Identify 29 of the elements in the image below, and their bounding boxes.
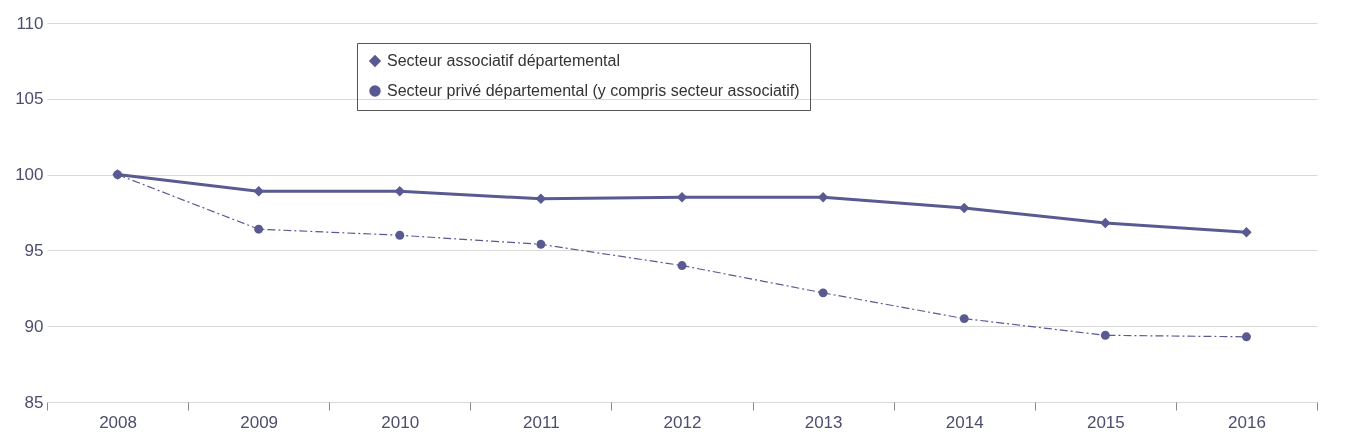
point <box>959 314 969 324</box>
y-tick-label: 90 <box>24 316 44 336</box>
point <box>395 230 405 240</box>
x-tick-label: 2015 <box>1086 412 1125 432</box>
legend-label: Secteur privé départemental (y compris secteur associatif) <box>387 82 800 99</box>
point <box>253 186 264 197</box>
y-tick-label: 95 <box>24 240 44 260</box>
point <box>818 288 828 298</box>
x-tick-label: 2008 <box>99 412 137 432</box>
y-tick-label: 85 <box>24 392 44 412</box>
point <box>1241 332 1251 342</box>
point <box>254 224 264 234</box>
legend-label: Secteur associatif départemental <box>387 52 621 69</box>
point <box>677 261 687 271</box>
x-tick-label: 2014 <box>945 412 984 432</box>
point <box>536 239 546 249</box>
y-tick-label: 110 <box>16 13 44 33</box>
point <box>1100 217 1111 229</box>
point <box>113 170 123 180</box>
point <box>1241 226 1252 238</box>
x-tick-label: 2012 <box>663 412 702 432</box>
point <box>1100 330 1110 340</box>
y-tick-label: 100 <box>15 165 44 185</box>
x-tick-label: 2009 <box>240 412 279 432</box>
x-tick-label: 2011 <box>523 412 560 432</box>
x-tick-label: 2013 <box>804 412 843 432</box>
x-tick-label: 2010 <box>381 412 420 432</box>
x-tick-label: 2016 <box>1228 412 1266 432</box>
y-tick-label: 105 <box>15 89 44 109</box>
